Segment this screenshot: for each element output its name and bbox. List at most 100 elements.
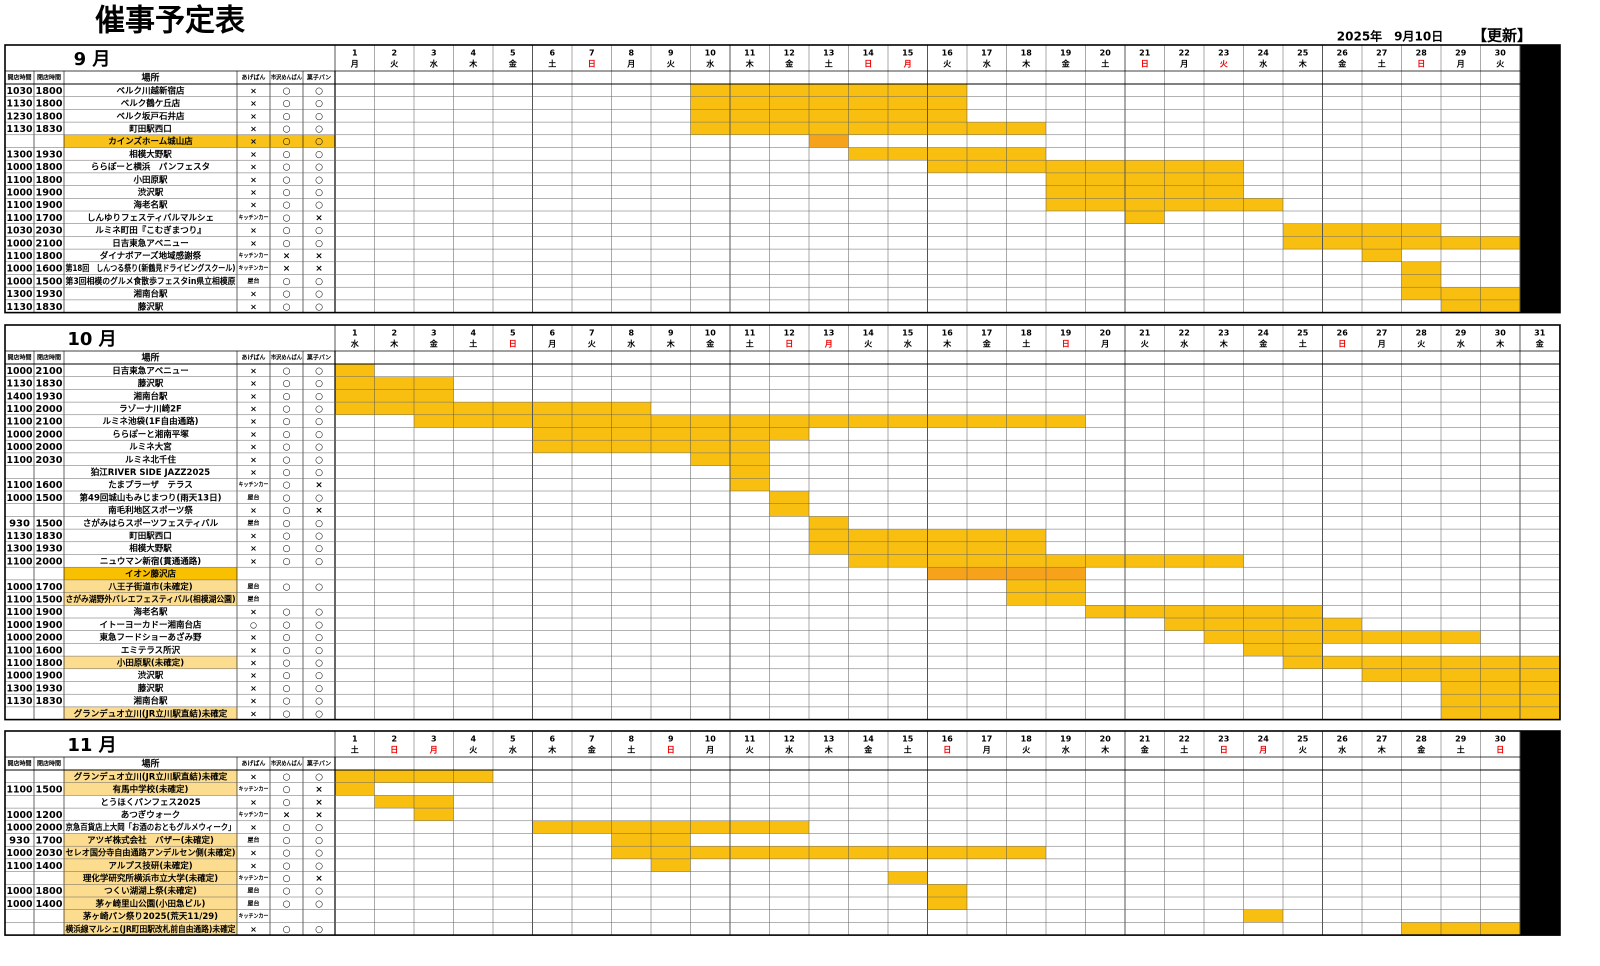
day-number: 10	[705, 49, 717, 58]
cell-b: ○	[283, 531, 291, 541]
weekday: 水	[784, 745, 794, 755]
day-number: 1	[352, 49, 358, 58]
cell-open: 1000	[7, 187, 33, 198]
weekday: 火	[667, 60, 676, 69]
cell-close: 2030	[36, 848, 63, 859]
cell-a: ×	[250, 290, 257, 299]
cell-place: ららぽーと湘南平塚	[112, 429, 189, 440]
day-number: 22	[1179, 49, 1190, 58]
cell-place: 日吉東急アベニュー	[112, 365, 189, 376]
event-span	[769, 503, 809, 517]
day-number: 17	[981, 329, 992, 338]
cell-b: ○	[283, 544, 291, 554]
column-header: 閉店時間	[37, 760, 61, 768]
event-span	[888, 871, 928, 885]
day-number: 24	[1258, 329, 1270, 338]
cell-place: しんゆりフェスティバルマルシェ	[87, 212, 214, 223]
cell-b: ×	[283, 264, 291, 274]
cell-close: 1800	[36, 175, 63, 186]
cell-c: ○	[315, 366, 323, 376]
day-number: 1	[352, 735, 358, 744]
cell-place: アツギ株式会社 バザー(未確定)	[87, 835, 214, 846]
weekday: 日	[864, 60, 872, 69]
day-number: 15	[902, 49, 914, 58]
column-header: 菓子パン	[306, 354, 331, 362]
column-header: 開店時間	[7, 354, 31, 362]
cell-b: ○	[283, 404, 291, 414]
cell-b: ○	[283, 684, 291, 694]
cell-c: ○	[315, 646, 323, 656]
cell-b: ○	[283, 887, 291, 897]
weekday: 木	[1219, 339, 1229, 349]
cell-place: 町田駅西口	[129, 531, 172, 541]
weekday: 土	[746, 339, 754, 349]
cell-close: 2000	[36, 556, 63, 567]
cell-open: 1100	[7, 455, 33, 466]
day-number: 23	[1218, 329, 1229, 338]
cell-b: ○	[283, 582, 291, 592]
place-highlight	[64, 833, 237, 847]
cell-open: 1000	[7, 162, 33, 173]
cell-close: 1800	[36, 111, 63, 122]
cell-b: ○	[283, 633, 291, 643]
cell-b: ○	[283, 99, 291, 109]
weekday: 水	[705, 59, 715, 69]
cell-a: キッチンカー	[239, 265, 269, 272]
cell-place: ルミネ町田『こむぎまつり』	[95, 225, 206, 236]
weekday: 土	[1457, 745, 1465, 755]
cell-c: ×	[315, 213, 323, 223]
day-number: 20	[1100, 329, 1112, 338]
cell-a: ×	[250, 239, 257, 248]
cell-place: グランデュオ立川(JR立川駅直結)未確定	[74, 771, 228, 782]
weekday: 金	[429, 339, 439, 349]
column-header: 菓子パン	[306, 760, 331, 768]
cell-close: 1800	[36, 886, 63, 897]
day-number: 11	[744, 49, 756, 58]
event-span	[1204, 630, 1481, 644]
cell-place: さがみはらスポーツフェスティバル	[83, 518, 219, 529]
cell-close: 2100	[36, 238, 63, 249]
cell-open: 1100	[7, 417, 33, 428]
cell-close: 1930	[36, 544, 63, 555]
cell-close: 1500	[36, 276, 63, 287]
cell-close: 1200	[36, 810, 63, 821]
column-header: 開店時間	[7, 760, 31, 768]
day-number: 5	[510, 49, 516, 58]
cell-close: 1600	[36, 264, 63, 275]
day-number: 11	[744, 735, 756, 744]
cell-a: ×	[250, 671, 257, 680]
event-span	[1401, 274, 1441, 288]
cell-b: ×	[283, 251, 291, 261]
column-header: 場所	[141, 352, 159, 364]
cell-c: ○	[315, 302, 323, 312]
cell-place: ベルク川越新宿店	[116, 85, 185, 96]
weekday: 木	[547, 745, 557, 755]
cell-b: ○	[283, 557, 291, 567]
weekday: 火	[469, 746, 478, 755]
cell-close: 2100	[36, 417, 63, 428]
event-span	[414, 808, 454, 821]
cell-place: とうほくパンフェス2025	[100, 797, 200, 808]
day-number: 30	[1495, 329, 1507, 338]
weekday: 木	[745, 59, 755, 69]
cell-close: 1930	[36, 149, 63, 160]
cell-open: 1000	[7, 899, 33, 910]
cell-place: 第18回 しんつる祭り(新鶴見ドライビングスクール)	[66, 263, 236, 274]
weekday: 日	[1062, 340, 1070, 349]
cell-c: ○	[315, 557, 323, 567]
cell-b: ○	[283, 874, 291, 884]
cell-place: たまプラーザ テラス	[108, 480, 192, 491]
cell-a: ×	[250, 861, 257, 870]
cell-c: ○	[315, 772, 323, 782]
day-number: 23	[1218, 49, 1229, 58]
cell-b: ○	[283, 150, 291, 160]
cell-a: キッチンカー	[239, 786, 269, 793]
cell-place: 渋沢駅	[138, 670, 164, 681]
cell-c: ○	[315, 188, 323, 198]
cell-place: 小田原駅	[132, 174, 168, 185]
day-number: 18	[1021, 329, 1033, 338]
cell-close: 1800	[36, 658, 63, 669]
cell-a: ×	[250, 658, 257, 667]
cell-c: ○	[315, 671, 323, 681]
cell-a: ×	[250, 468, 257, 477]
